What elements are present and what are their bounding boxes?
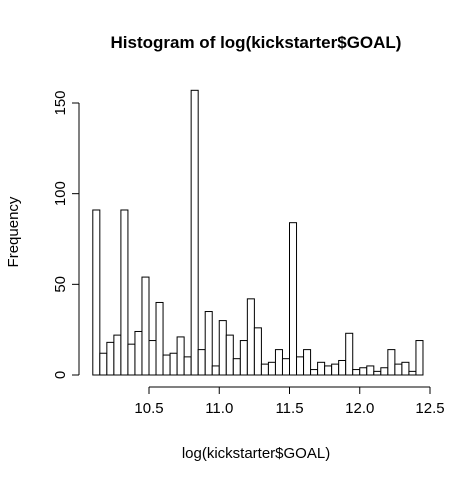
histogram-bar xyxy=(310,369,319,376)
histogram-bar xyxy=(267,361,276,376)
histogram-bar xyxy=(387,349,396,376)
histogram-bar xyxy=(373,370,382,376)
histogram-bar xyxy=(260,363,269,376)
histogram-bar xyxy=(141,276,150,376)
x-axis: 10.5 11.0 11.5 12.0 12.5 xyxy=(134,386,445,417)
histogram-bar xyxy=(197,349,206,376)
histogram-bar xyxy=(113,334,122,376)
histogram-bar xyxy=(134,330,143,376)
histogram-bar xyxy=(338,359,347,376)
y-tick-label: 50 xyxy=(52,276,69,293)
y-tick-label: 0 xyxy=(52,371,69,379)
histogram-bar xyxy=(99,352,108,376)
x-tick-label: 11.5 xyxy=(275,400,303,417)
histogram-bar xyxy=(148,340,157,376)
x-tick-label: 12.0 xyxy=(345,400,374,417)
histogram-bar xyxy=(359,367,368,376)
histogram-bar xyxy=(162,354,171,376)
y-tick-label: 150 xyxy=(52,90,69,115)
chart-title: Histogram of log(kickstarter$GOAL) xyxy=(111,33,402,52)
histogram-bar xyxy=(366,365,375,376)
histogram-bar xyxy=(204,311,213,376)
histogram-bar xyxy=(225,334,234,376)
histogram-bar xyxy=(289,222,298,376)
histogram-bar xyxy=(169,352,178,376)
histogram-bar xyxy=(183,356,192,376)
histogram-bar xyxy=(394,363,403,376)
y-axis-label: Frequency xyxy=(5,196,22,267)
histogram-bar xyxy=(232,358,241,376)
histogram-bar xyxy=(324,365,333,376)
histogram-bar xyxy=(303,349,312,376)
histogram-bar xyxy=(415,340,424,376)
histogram-bar xyxy=(281,358,291,376)
histogram-bar xyxy=(176,336,185,376)
histogram-bar xyxy=(106,341,115,376)
x-tick-label: 11.0 xyxy=(205,400,233,417)
histogram-bar xyxy=(274,349,283,376)
histogram-bar xyxy=(246,298,255,376)
histogram-bar xyxy=(408,370,417,376)
histogram-bar xyxy=(253,327,262,376)
histogram-bar xyxy=(380,367,389,376)
y-tick-label: 100 xyxy=(52,181,69,206)
histogram-bar xyxy=(190,89,199,376)
histogram-bar xyxy=(401,361,410,376)
histogram-bar xyxy=(211,365,220,376)
histogram-bar xyxy=(331,363,340,376)
histogram-bar xyxy=(155,301,164,376)
x-tick-label: 10.5 xyxy=(134,400,163,417)
histogram-bar xyxy=(296,356,305,376)
histogram-bar xyxy=(352,369,361,376)
histogram-bar xyxy=(92,209,101,376)
y-axis: 0 50 100 150 xyxy=(52,90,80,379)
histogram-bar xyxy=(317,361,326,376)
histogram-bar xyxy=(239,340,248,376)
x-tick-label: 12.5 xyxy=(415,400,444,417)
x-axis-label: log(kickstarter$GOAL) xyxy=(182,445,330,462)
histogram-bar xyxy=(345,332,354,376)
histogram-bar xyxy=(218,320,227,376)
bars-group xyxy=(92,89,424,376)
histogram-bar xyxy=(127,343,136,376)
histogram-bar xyxy=(120,209,129,376)
